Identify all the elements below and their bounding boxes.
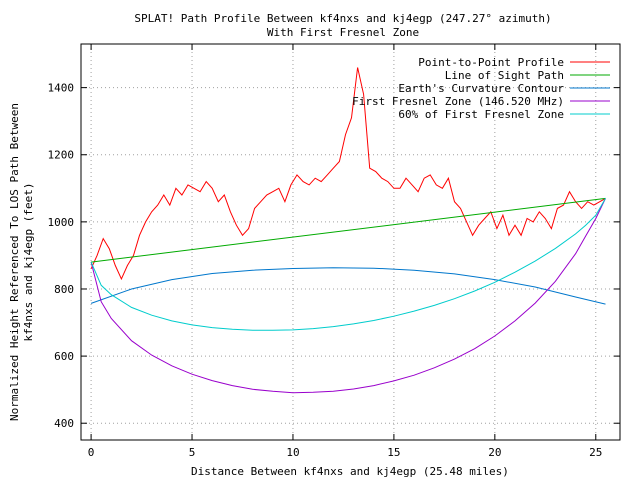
legend-label-1: Point-to-Point Profile — [418, 56, 564, 69]
chart-subtitle: With First Fresnel Zone — [267, 26, 419, 39]
x-tick-label: 25 — [589, 446, 602, 459]
x-tick-label: 15 — [387, 446, 400, 459]
y-tick-label: 800 — [54, 283, 74, 296]
chart-title: SPLAT! Path Profile Between kf4nxs and k… — [134, 12, 551, 25]
y-axis-label-line1: Normalized Height Referenced To LOS Path… — [8, 103, 21, 421]
legend-label-5: 60% of First Fresnel Zone — [398, 108, 564, 121]
x-tick-label: 20 — [488, 446, 501, 459]
x-tick-label: 10 — [286, 446, 299, 459]
axes-layer: 0 5 10 15 20 25 400 600 800 1000 1200 1400 — [48, 43, 621, 459]
y-tick-label: 1200 — [48, 149, 75, 162]
legend-label-3: Earth's Curvature Contour — [398, 82, 564, 95]
y-tick-label: 400 — [54, 417, 74, 430]
x-tick-label: 5 — [189, 446, 196, 459]
series-line-3 — [90, 267, 606, 305]
y-tick-label: 600 — [54, 350, 74, 363]
series-line-4 — [90, 198, 606, 394]
plot-frame — [80, 43, 621, 441]
y-axis-label-line2: kf4nxs and kj4egp (feet) — [22, 183, 35, 342]
series-line-1 — [90, 67, 606, 281]
x-tick-label: 0 — [88, 446, 95, 459]
y-tick-label: 1400 — [48, 82, 75, 95]
legend-label-2: Line of Sight Path — [445, 69, 564, 82]
series-line-5 — [90, 198, 606, 331]
series-layer — [90, 67, 606, 394]
series-line-2 — [91, 197, 606, 263]
legend-label-4: First Fresnel Zone (146.520 MHz) — [352, 95, 564, 108]
y-tick-label: 1000 — [48, 216, 75, 229]
x-axis-label: Distance Between kf4nxs and kj4egp (25.4… — [191, 465, 509, 478]
